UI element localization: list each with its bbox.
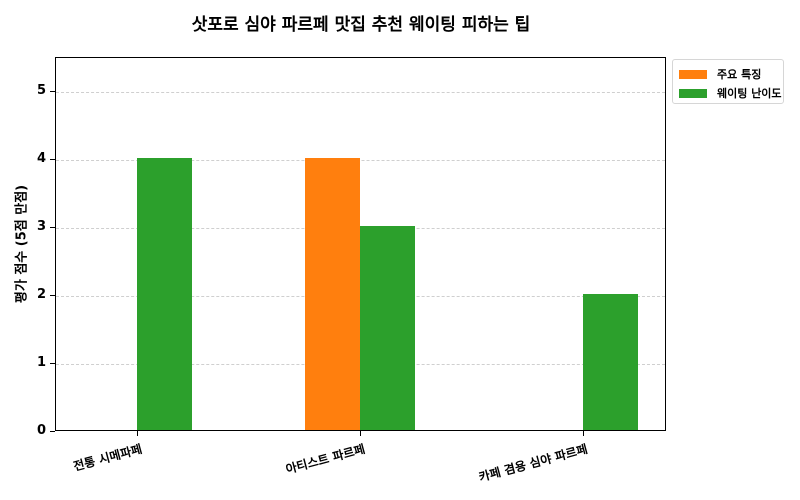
x-tick-label: 카페 겸용 심야 파르페: [477, 441, 590, 485]
y-tick-label: 5: [36, 83, 46, 98]
x-tick: [137, 431, 138, 436]
y-tick-label: 1: [36, 355, 46, 370]
x-tick: [583, 431, 584, 436]
y-tick: [50, 159, 55, 160]
y-tick-label: 2: [36, 287, 46, 302]
y-tick: [50, 431, 55, 432]
gridline: [56, 92, 665, 93]
y-tick: [50, 91, 55, 92]
x-tick-label: 아티스트 파르페: [284, 441, 367, 477]
y-tick-label: 3: [36, 219, 46, 234]
legend-item-features: 주요 특징: [679, 66, 761, 82]
plot-area: [55, 57, 666, 431]
y-tick-label: 4: [36, 151, 46, 166]
bar-waiting: [583, 294, 638, 430]
gridline: [56, 160, 665, 161]
bar-waiting: [360, 226, 415, 430]
y-tick: [50, 227, 55, 228]
x-tick: [360, 431, 361, 436]
y-tick: [50, 295, 55, 296]
legend-swatch-green: [679, 88, 707, 98]
x-tick-label: 전통 시메파페: [71, 441, 144, 474]
legend-item-waiting: 웨이팅 난이도: [679, 85, 782, 101]
legend-label: 주요 특징: [717, 68, 762, 81]
y-tick: [50, 363, 55, 364]
y-tick-label: 0: [36, 423, 46, 438]
chart-title: 삿포로 심야 파르페 맛집 추천 웨이팅 피하는 팁: [191, 15, 531, 35]
legend-label: 웨이팅 난이도: [717, 87, 782, 100]
legend-swatch-orange: [679, 69, 707, 79]
y-axis-label: 평가 점수 (5점 만점): [14, 184, 30, 304]
bar-features: [305, 158, 360, 430]
legend: 주요 특징 웨이팅 난이도: [672, 59, 784, 104]
bar-waiting: [137, 158, 192, 430]
